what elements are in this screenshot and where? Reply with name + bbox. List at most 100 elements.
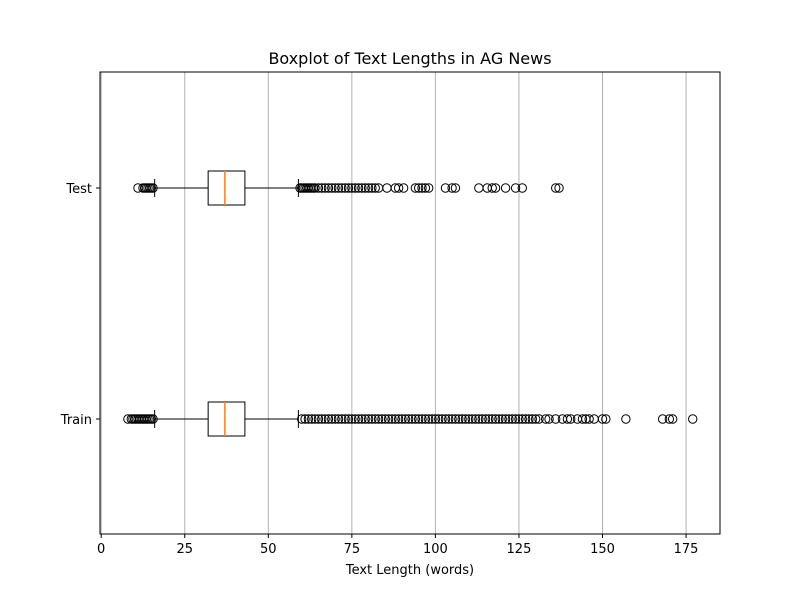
outlier-point — [343, 183, 354, 193]
outlier-point — [148, 414, 158, 424]
outlier-point — [420, 183, 431, 193]
outlier-point — [551, 414, 561, 424]
chart-title: Boxplot of Text Lengths in AG News — [268, 49, 551, 68]
outlier-point — [330, 414, 340, 424]
outlier-point — [350, 183, 360, 193]
outlier-point — [497, 414, 507, 424]
outlier-point — [584, 414, 594, 424]
outlier-point — [480, 414, 491, 424]
outlier-point — [393, 183, 404, 193]
outlier-point — [424, 183, 434, 193]
outlier-point — [323, 183, 334, 193]
outlier-point — [383, 414, 394, 424]
outlier-point — [500, 183, 511, 193]
outlier-point — [398, 183, 409, 193]
outlier-point — [667, 414, 678, 424]
outlier-point — [450, 414, 461, 424]
outlier-point — [544, 414, 554, 424]
outlier-point — [380, 414, 390, 424]
boxes — [123, 170, 698, 437]
x-tick-label: 75 — [344, 542, 361, 557]
series-test — [133, 170, 564, 206]
outlier-point — [494, 414, 504, 424]
series-train — [123, 401, 698, 437]
outlier-point — [470, 414, 481, 424]
outlier-point — [350, 414, 360, 424]
outlier-point — [313, 414, 324, 424]
outlier-point — [340, 414, 350, 424]
plot-area-frame — [99, 71, 721, 535]
outlier-point — [507, 414, 517, 424]
outlier-point — [510, 183, 521, 193]
outlier-point — [477, 414, 487, 424]
outlier-point — [500, 414, 511, 424]
outlier-point — [530, 414, 541, 424]
outlier-point — [427, 414, 437, 424]
outlier-point — [360, 414, 370, 424]
outlier-point — [517, 183, 527, 193]
outlier-point — [303, 414, 314, 424]
outlier-point — [390, 414, 400, 424]
outlier-point — [484, 414, 494, 424]
outlier-point — [413, 414, 424, 424]
outlier-point — [517, 414, 527, 424]
outlier-point — [514, 414, 524, 424]
outlier-point — [370, 414, 380, 424]
outlier-point — [562, 414, 573, 424]
outlier-point — [347, 414, 357, 424]
outlier-point — [410, 414, 421, 424]
outlier-point — [474, 414, 484, 424]
outlier-point — [148, 183, 158, 193]
outlier-point — [323, 414, 334, 424]
x-axis-label: Text Length (words) — [345, 563, 474, 578]
outlier-point — [534, 414, 544, 424]
outlier-point — [413, 183, 424, 193]
outlier-point — [688, 414, 698, 424]
outlier-point — [400, 414, 411, 424]
outlier-point — [444, 414, 454, 424]
x-tick-label: 50 — [260, 542, 277, 557]
outlier-point — [297, 414, 307, 424]
outlier-point — [363, 183, 374, 193]
outlier-point — [393, 414, 404, 424]
outlier-point — [551, 183, 561, 193]
outlier-point — [327, 414, 337, 424]
outlier-point — [657, 414, 668, 424]
outlier-point — [487, 183, 497, 193]
x-tick-label: 0 — [97, 542, 105, 557]
iqr-box — [207, 401, 246, 437]
outlier-point — [357, 414, 367, 424]
outlier-point — [347, 183, 357, 193]
y-tick-label: Train — [60, 413, 92, 428]
axis-ticks: 0 25 50 75 100 125 150 175 Test Train — [60, 182, 699, 557]
x-tick-label: 25 — [176, 542, 193, 557]
outlier-point — [467, 414, 477, 424]
outlier-point — [370, 183, 380, 193]
outlier-point — [664, 414, 675, 424]
outlier-point — [407, 414, 417, 424]
outlier-point — [457, 414, 467, 424]
outlier-point — [363, 414, 374, 424]
x-tick-label: 175 — [674, 542, 699, 557]
outlier-point — [367, 183, 377, 193]
outlier-point — [317, 414, 327, 424]
outlier-point — [450, 183, 461, 193]
outlier-point — [440, 183, 451, 193]
outlier-point — [420, 414, 431, 424]
x-tick-label: 150 — [590, 542, 615, 557]
y-tick-label: Test — [65, 182, 92, 197]
outlier-point — [424, 414, 434, 424]
outlier-point — [333, 183, 344, 193]
outlier-point — [403, 414, 414, 424]
outlier-point — [527, 414, 538, 424]
outlier-point — [577, 414, 588, 424]
outlier-point — [337, 414, 347, 424]
outlier-point — [360, 183, 370, 193]
outlier-point — [520, 414, 531, 424]
outlier-point — [524, 414, 534, 424]
outlier-point — [320, 183, 330, 193]
outlier-point — [504, 414, 514, 424]
outlier-point — [601, 414, 611, 424]
